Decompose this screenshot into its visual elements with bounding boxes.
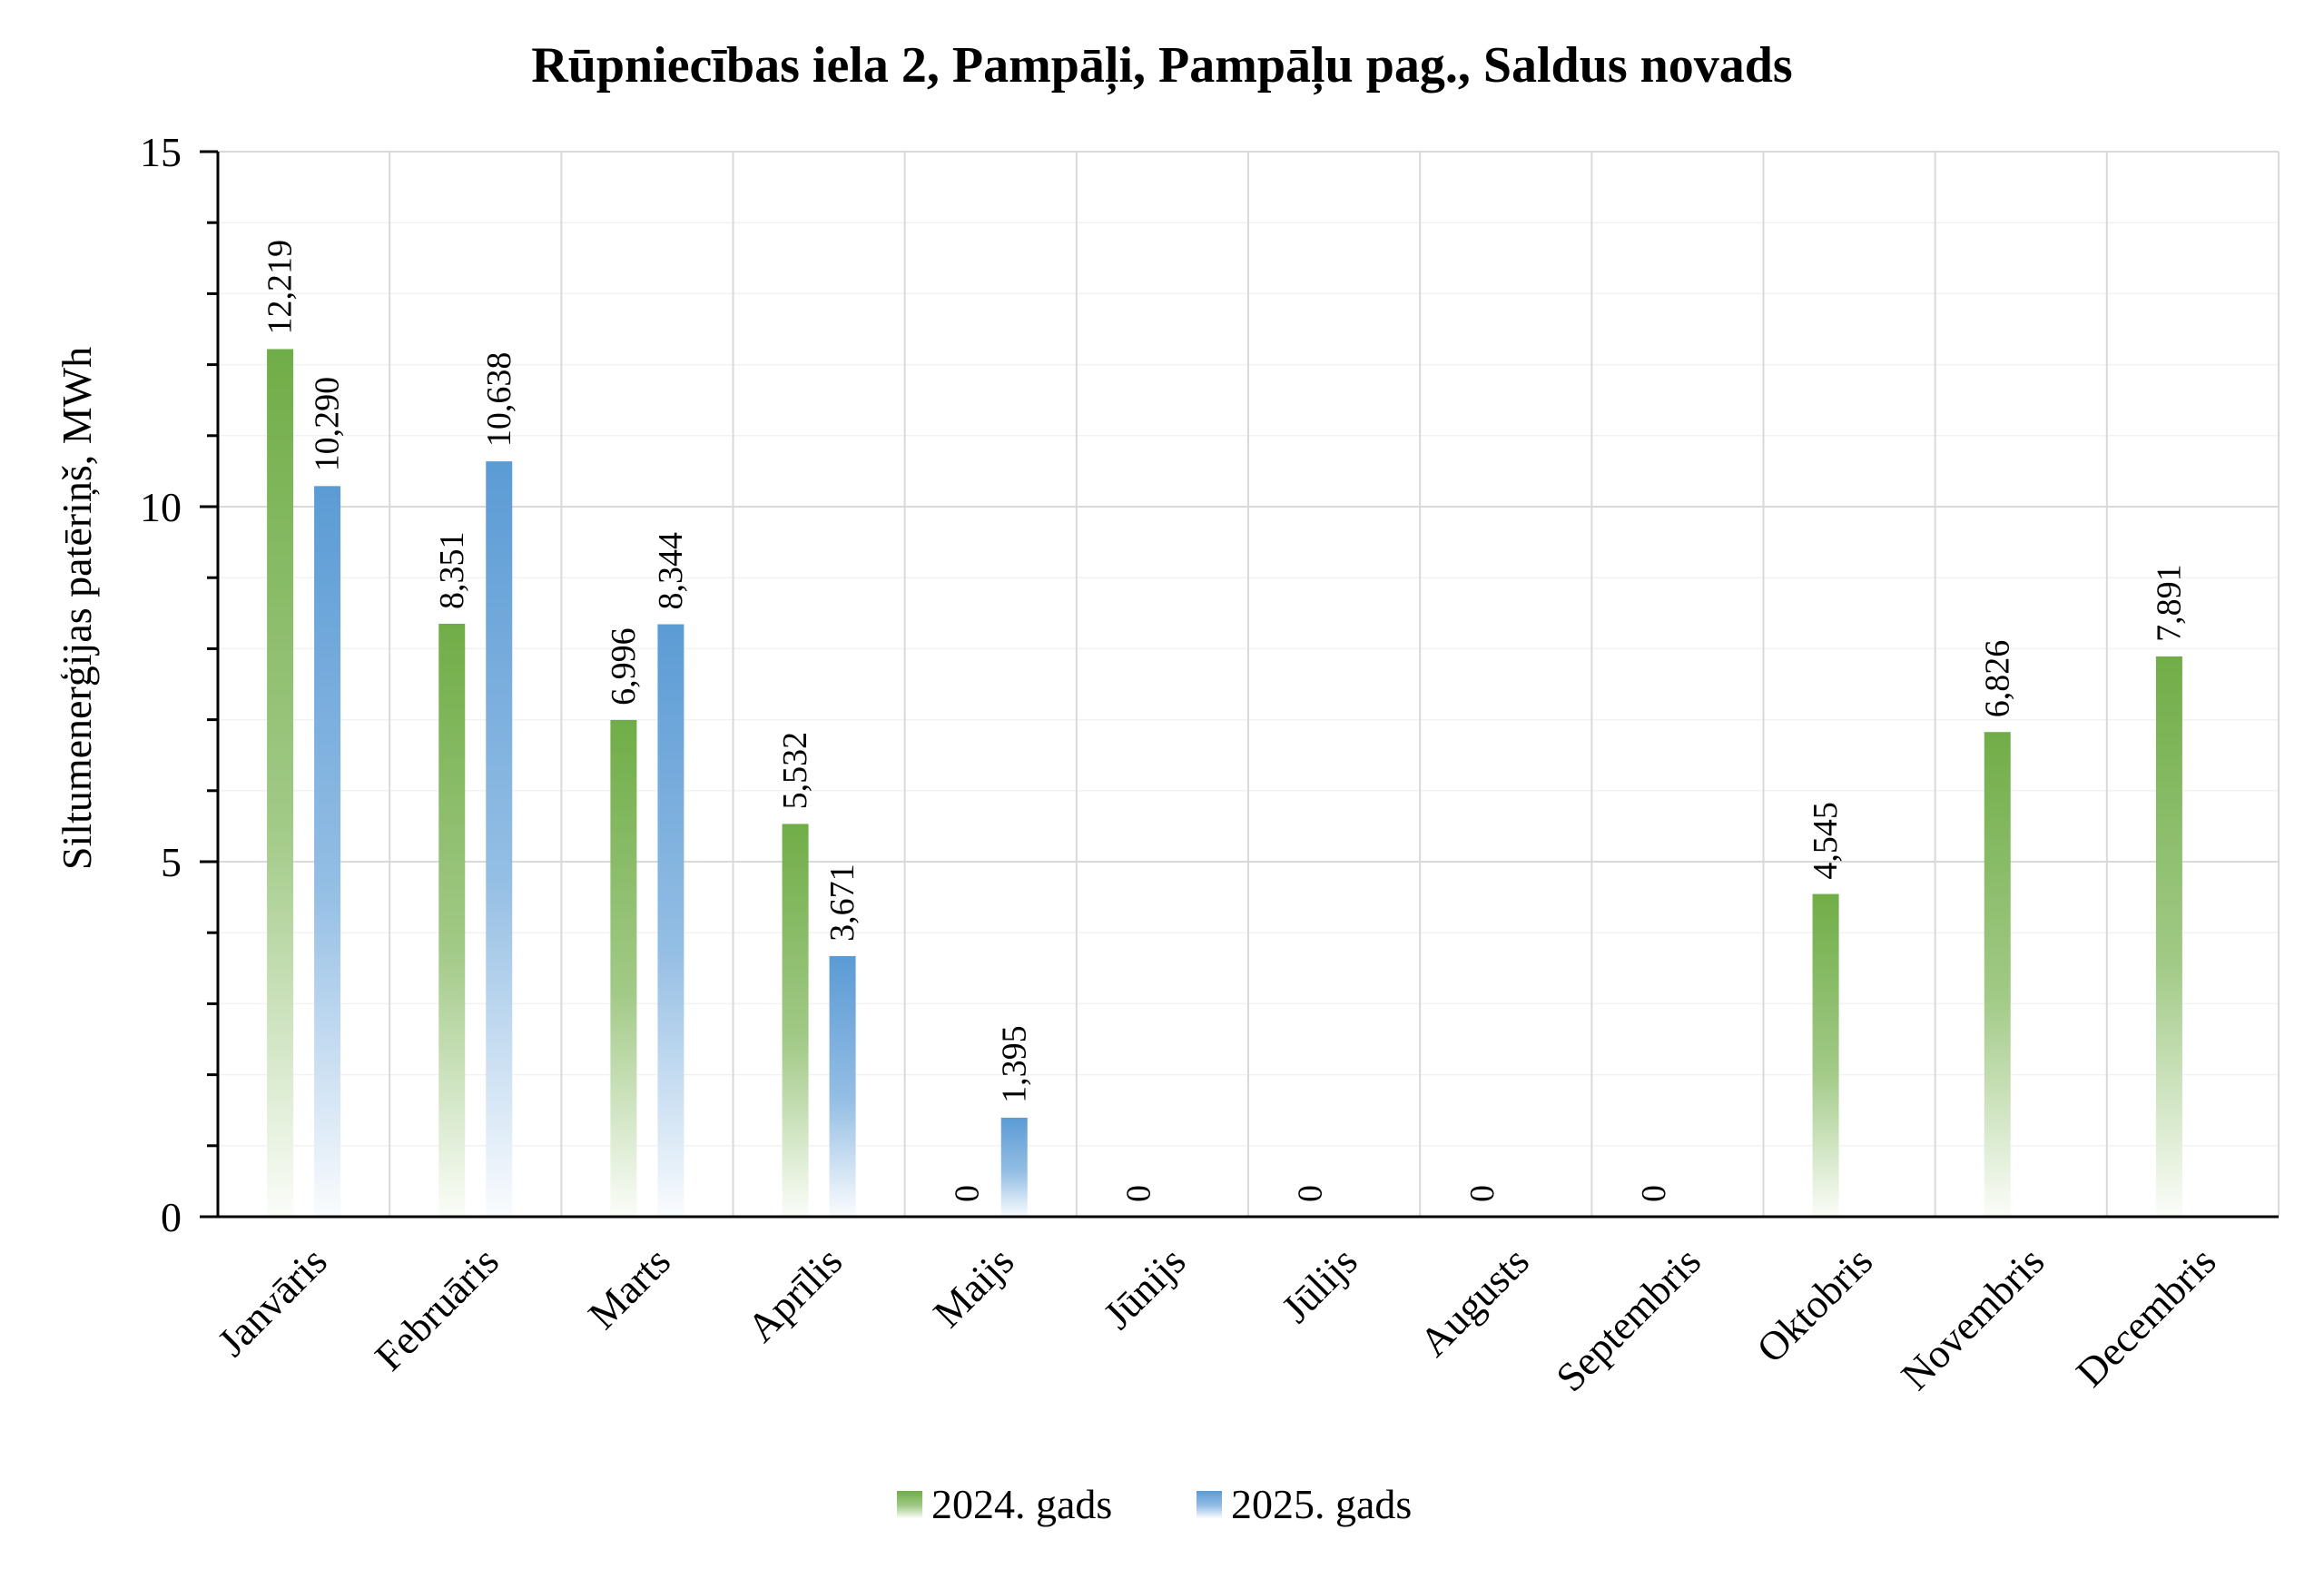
x-tick-label: Marts [579, 1239, 679, 1338]
bar-series2 [486, 461, 513, 1217]
data-label: 0 [1292, 1185, 1330, 1202]
data-label: 6,996 [605, 627, 643, 706]
bar-series1 [267, 349, 294, 1217]
chart-title: Rūpniecības iela 2, Pampāļi, Pampāļu pag… [531, 37, 1792, 95]
data-label: 0 [948, 1185, 986, 1202]
bar-series2 [314, 486, 341, 1217]
data-label: 8,344 [652, 532, 690, 610]
bar-series2 [657, 624, 684, 1217]
data-label: 0 [1119, 1185, 1157, 1202]
x-tick-label: Janvāris [209, 1239, 336, 1366]
legend-label: 2025. gads [1231, 1481, 1412, 1527]
bar-series1 [610, 719, 637, 1217]
x-tick-label: Jūnijs [1095, 1239, 1195, 1338]
data-label: 3,671 [823, 864, 862, 942]
data-label: 10,638 [480, 352, 518, 448]
x-tick-label: Februāris [366, 1239, 507, 1380]
y-tick-label: 0 [161, 1194, 182, 1240]
x-tick-label: Oktobris [1748, 1239, 1881, 1372]
gridlines [218, 151, 2280, 1217]
y-tick-label: 5 [161, 839, 182, 885]
data-label: 0 [1463, 1185, 1502, 1202]
axes [200, 150, 2279, 1219]
bar-series1 [1984, 732, 2011, 1217]
legend-swatch [897, 1491, 922, 1518]
bars [267, 349, 2182, 1217]
legend-label: 2024. gads [931, 1481, 1112, 1527]
x-tick-label: Augusts [1411, 1239, 1538, 1366]
y-tick-label: 10 [140, 484, 182, 530]
data-label: 10,290 [309, 377, 347, 472]
y-tick-label: 15 [140, 129, 182, 175]
x-tick-label: Decembris [2067, 1239, 2224, 1396]
x-tick-label: Novembris [1893, 1239, 2053, 1399]
data-label: 5,532 [776, 732, 814, 810]
bar-series1 [2155, 656, 2182, 1217]
bar-series2 [1000, 1117, 1028, 1217]
bar-series1 [782, 824, 809, 1217]
legend-item: 2025. gads [1196, 1481, 1412, 1527]
data-label: 7,891 [2150, 564, 2188, 642]
bar-series2 [829, 955, 856, 1217]
y-axis-title: Siltumenerģijas patēriņš, MWh [54, 347, 100, 870]
x-tick-label: Maijs [924, 1239, 1022, 1337]
data-label: 6,826 [1978, 640, 2016, 718]
data-label: 0 [1635, 1185, 1673, 1202]
data-label: 1,395 [995, 1025, 1033, 1103]
legend: 2024. gads 2025. gads [897, 1481, 1412, 1527]
x-tick-label: Aprīlis [738, 1239, 851, 1351]
x-tick-label: Septembris [1547, 1239, 1709, 1401]
data-label: 8,351 [433, 531, 471, 609]
legend-swatch [1196, 1491, 1222, 1518]
x-tick-label: Jūlijs [1273, 1239, 1366, 1332]
data-label: 4,545 [1807, 802, 1845, 880]
bar-series1 [1812, 893, 1839, 1217]
bar-series1 [438, 623, 466, 1217]
data-label: 12,219 [261, 240, 300, 335]
legend-item: 2024. gads [897, 1481, 1112, 1527]
